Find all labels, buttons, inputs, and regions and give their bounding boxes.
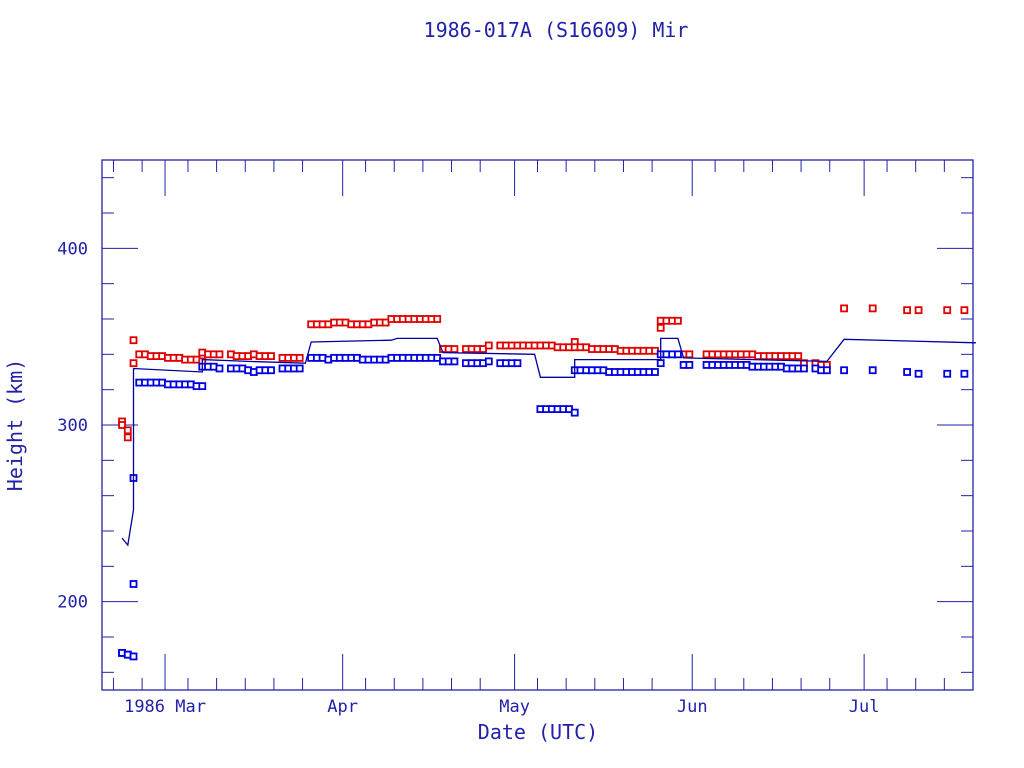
perigee-point (198, 382, 207, 391)
chart-title: 1986-017A (S16609) Mir (424, 18, 689, 42)
perigee-point (868, 366, 877, 375)
apogee-point (123, 433, 132, 442)
apogee-point (903, 306, 912, 315)
perigee-point (822, 366, 831, 375)
x-tick-label: Apr (327, 697, 358, 717)
perigee-point (800, 364, 808, 373)
x-tick-label: Jul (849, 697, 880, 717)
perigee-point (943, 369, 952, 378)
apogee-point (656, 323, 665, 332)
plot-marks (118, 304, 976, 661)
y-tick-label: 300 (57, 416, 88, 436)
x-tick-label: May (499, 697, 530, 717)
perigee-point (513, 359, 522, 368)
apogee-point (295, 353, 304, 362)
perigee-point (903, 368, 912, 376)
apogee-point (267, 352, 275, 361)
apogee-point (685, 350, 694, 359)
perigee-point (484, 357, 493, 366)
y-axis-label: Height (km) (3, 359, 27, 491)
perigee-point (960, 369, 969, 378)
perigee-point (215, 364, 224, 373)
apogee-point (960, 306, 969, 315)
apogee-point (123, 426, 132, 435)
apogee-point (673, 316, 682, 325)
perigee-point (673, 350, 682, 359)
apogee-point (484, 341, 493, 350)
perigee-point (651, 368, 659, 376)
perigee-point (450, 357, 459, 366)
apogee-point (840, 304, 848, 313)
apogee-point (129, 359, 138, 368)
series-line (121, 337, 976, 547)
perigee-point (914, 369, 923, 378)
perigee-point (656, 359, 665, 368)
perigee-point (570, 408, 579, 417)
perigee-point (685, 361, 694, 369)
plot-frame (101, 159, 974, 691)
y-tick-label: 200 (57, 593, 88, 613)
axes (101, 159, 974, 691)
apogee-point (794, 352, 803, 361)
apogee-point (450, 345, 459, 353)
perigee-point (267, 366, 275, 375)
x-tick-label: 1986 Mar (124, 697, 206, 717)
perigee-point (129, 580, 138, 588)
apogee-point (943, 306, 952, 315)
x-tick-labels: 1986 Mar Apr May Jun Jul (124, 697, 879, 717)
perigee-point (840, 366, 848, 375)
y-tick-labels: 200 300 400 (57, 239, 88, 612)
x-axis-label: Date (UTC) (478, 720, 598, 744)
apogee-point (215, 350, 224, 359)
perigee-point (129, 652, 138, 661)
apogee-point (914, 306, 923, 315)
perigee-point (295, 364, 304, 373)
apogee-point (868, 304, 877, 313)
apogee-point (129, 336, 138, 345)
apogee-point (118, 421, 126, 429)
apogee-point (433, 315, 442, 323)
x-tick-label: Jun (677, 697, 708, 717)
y-tick-label: 400 (57, 239, 88, 259)
